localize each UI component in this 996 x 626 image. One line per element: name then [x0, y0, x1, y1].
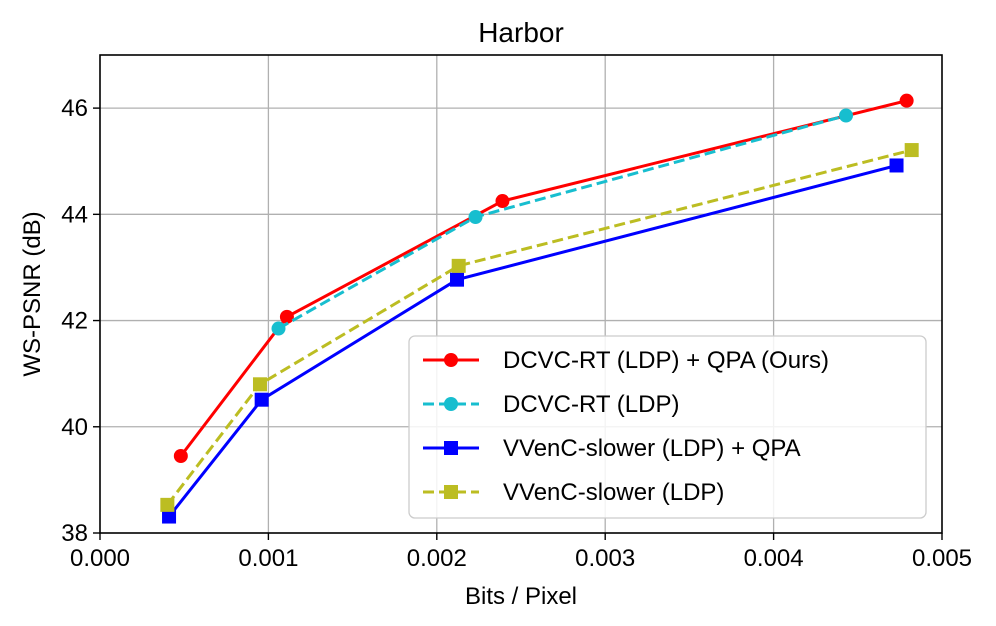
legend-label: DCVC-RT (LDP) — [503, 391, 679, 418]
series-line — [167, 164, 897, 518]
x-tick-label: 0.001 — [238, 545, 298, 572]
data-point — [173, 448, 188, 463]
legend-box — [408, 335, 927, 519]
y-tick-label: 40 — [61, 414, 88, 441]
legend-marker — [444, 353, 458, 367]
series-1 — [173, 93, 914, 463]
y-tick-label: 44 — [61, 201, 88, 228]
x-tick-label: 0.005 — [912, 545, 972, 572]
legend: DCVC-RT (LDP) + QPA (Ours) DCVC-RT (LDP) V… — [408, 335, 927, 519]
y-tick-label: 42 — [61, 308, 88, 335]
legend-label: VVenC-slower (LDP) — [503, 479, 724, 506]
series-4 — [160, 143, 919, 512]
series-line — [166, 148, 913, 506]
x-tick-label: 0.003 — [575, 545, 635, 572]
x-axis-label: Bits / Pixel — [465, 583, 577, 610]
plot-frame — [99, 54, 943, 534]
data-point — [904, 143, 919, 158]
legend-item: DCVC-RT (LDP) — [423, 391, 679, 418]
ticks: 0.000 0.001 0.002 0.003 0.004 0.005 38 40 42 44 46 — [61, 95, 972, 572]
series-2 — [271, 108, 854, 336]
data-point — [271, 321, 286, 336]
data-point — [254, 392, 269, 407]
legend-item: DCVC-RT (LDP) + QPA (Ours) — [423, 347, 829, 374]
legend-item: VVenC-slower (LDP) + QPA — [423, 435, 801, 462]
x-tick-label: 0.004 — [744, 545, 804, 572]
x-tick-label: 0.000 — [70, 545, 130, 572]
data-point — [468, 209, 483, 224]
legend-label: VVenC-slower (LDP) + QPA — [503, 435, 801, 462]
data-point — [252, 377, 267, 392]
legend-marker — [444, 397, 458, 411]
data-point — [451, 258, 466, 273]
y-tick-label: 46 — [61, 95, 88, 122]
data-point — [450, 272, 465, 287]
data-point — [899, 93, 914, 108]
series-line — [277, 114, 847, 330]
series-line — [179, 99, 907, 457]
legend-marker — [444, 485, 458, 499]
legend-marker — [444, 441, 458, 455]
y-tick-label: 38 — [61, 520, 88, 547]
data-point — [889, 158, 904, 173]
data-point — [495, 194, 510, 209]
data-point — [160, 497, 175, 512]
y-axis-label: WS-PSNR (dB) — [19, 211, 46, 376]
data-point — [162, 509, 177, 524]
chart-title: Harbor — [478, 17, 564, 48]
legend-label: DCVC-RT (LDP) + QPA (Ours) — [503, 347, 829, 374]
data-point — [839, 108, 854, 123]
legend-item: VVenC-slower (LDP) — [423, 479, 724, 506]
data-point — [279, 309, 294, 324]
series-layer — [160, 93, 919, 524]
x-tick-label: 0.002 — [407, 545, 467, 572]
series-3 — [162, 158, 904, 524]
